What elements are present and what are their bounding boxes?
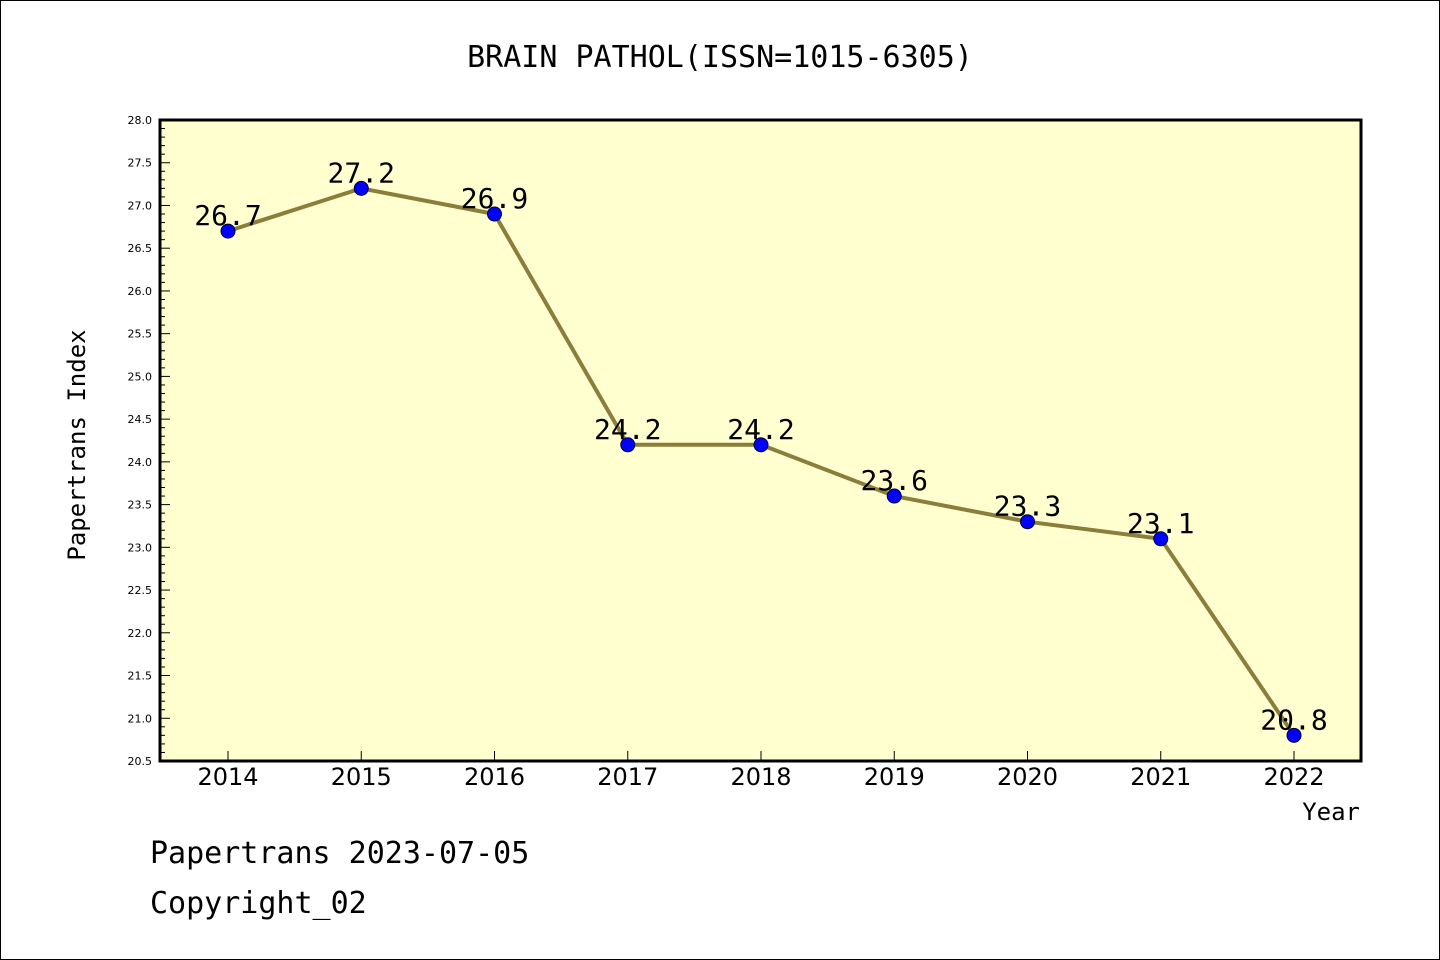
data-point bbox=[220, 223, 236, 239]
data-label: 27.2 bbox=[328, 156, 395, 189]
y-tick-label: 20.5 bbox=[128, 755, 153, 768]
data-label: 24.2 bbox=[727, 413, 794, 446]
y-tick-label: 22.5 bbox=[128, 584, 153, 597]
footer-date: Papertrans 2023-07-05 bbox=[150, 836, 530, 871]
y-tick-label: 21.5 bbox=[128, 670, 153, 683]
chart-title: BRAIN PATHOL(ISSN=1015-6305) bbox=[467, 40, 973, 75]
x-tick-label: 2020 bbox=[997, 763, 1058, 791]
y-axis: 20.5 21.0 21.5 22.0 22.5 23.0 23.5 24.0 24.5 25.0… bbox=[128, 114, 170, 768]
data-label: 26.9 bbox=[461, 182, 528, 215]
x-axis-label: Year bbox=[1302, 798, 1360, 826]
data-markers bbox=[220, 180, 1302, 743]
data-point bbox=[353, 180, 369, 196]
y-tick-label: 26.5 bbox=[128, 242, 153, 255]
y-tick-label: 28.0 bbox=[128, 114, 153, 127]
data-point bbox=[1020, 514, 1035, 530]
y-tick-label: 24.0 bbox=[128, 456, 153, 469]
y-tick-label: 26.0 bbox=[128, 285, 153, 298]
y-tick-label: 25.5 bbox=[128, 328, 153, 341]
y-tick-label: 25.0 bbox=[128, 370, 153, 383]
x-tick-label: 2016 bbox=[464, 763, 525, 791]
data-label: 23.1 bbox=[1127, 507, 1194, 540]
data-label: 24.2 bbox=[594, 413, 661, 446]
data-point bbox=[1153, 531, 1169, 547]
y-tick-label: 21.0 bbox=[128, 712, 153, 725]
y-tick-label: 24.5 bbox=[128, 413, 153, 426]
data-point bbox=[1286, 727, 1302, 743]
y-tick-label: 23.0 bbox=[128, 541, 153, 554]
data-label: 26.7 bbox=[194, 199, 261, 232]
x-axis: 2014 2015 2016 2017 2018 2019 2020 2021 2022 bbox=[197, 751, 1325, 791]
x-tick-label: 2017 bbox=[597, 763, 658, 791]
x-tick-label: 2019 bbox=[864, 763, 925, 791]
x-tick-label: 2021 bbox=[1130, 763, 1191, 791]
x-tick-label: 2018 bbox=[730, 763, 791, 791]
y-axis-label: Papertrans Index bbox=[63, 329, 91, 560]
y-tick-label: 22.0 bbox=[128, 627, 153, 640]
y-tick-label: 27.5 bbox=[128, 157, 153, 170]
data-label: 23.6 bbox=[861, 464, 928, 497]
footer-copyright: Copyright_02 bbox=[150, 886, 367, 921]
x-tick-label: 2022 bbox=[1263, 763, 1324, 791]
data-point bbox=[487, 206, 502, 222]
x-tick-label: 2015 bbox=[331, 763, 392, 791]
data-label: 20.8 bbox=[1260, 703, 1327, 736]
data-label: 23.3 bbox=[994, 490, 1061, 523]
y-tick-label: 23.5 bbox=[128, 499, 153, 512]
data-point bbox=[620, 437, 636, 453]
x-tick-label: 2014 bbox=[197, 763, 258, 791]
data-point bbox=[753, 437, 769, 453]
data-point bbox=[886, 488, 902, 504]
data-labels: 26.7 27.2 26.9 24.2 24.2 23.6 23.3 23.1 20.8 bbox=[194, 156, 1327, 736]
y-tick-label: 27.0 bbox=[128, 199, 153, 212]
